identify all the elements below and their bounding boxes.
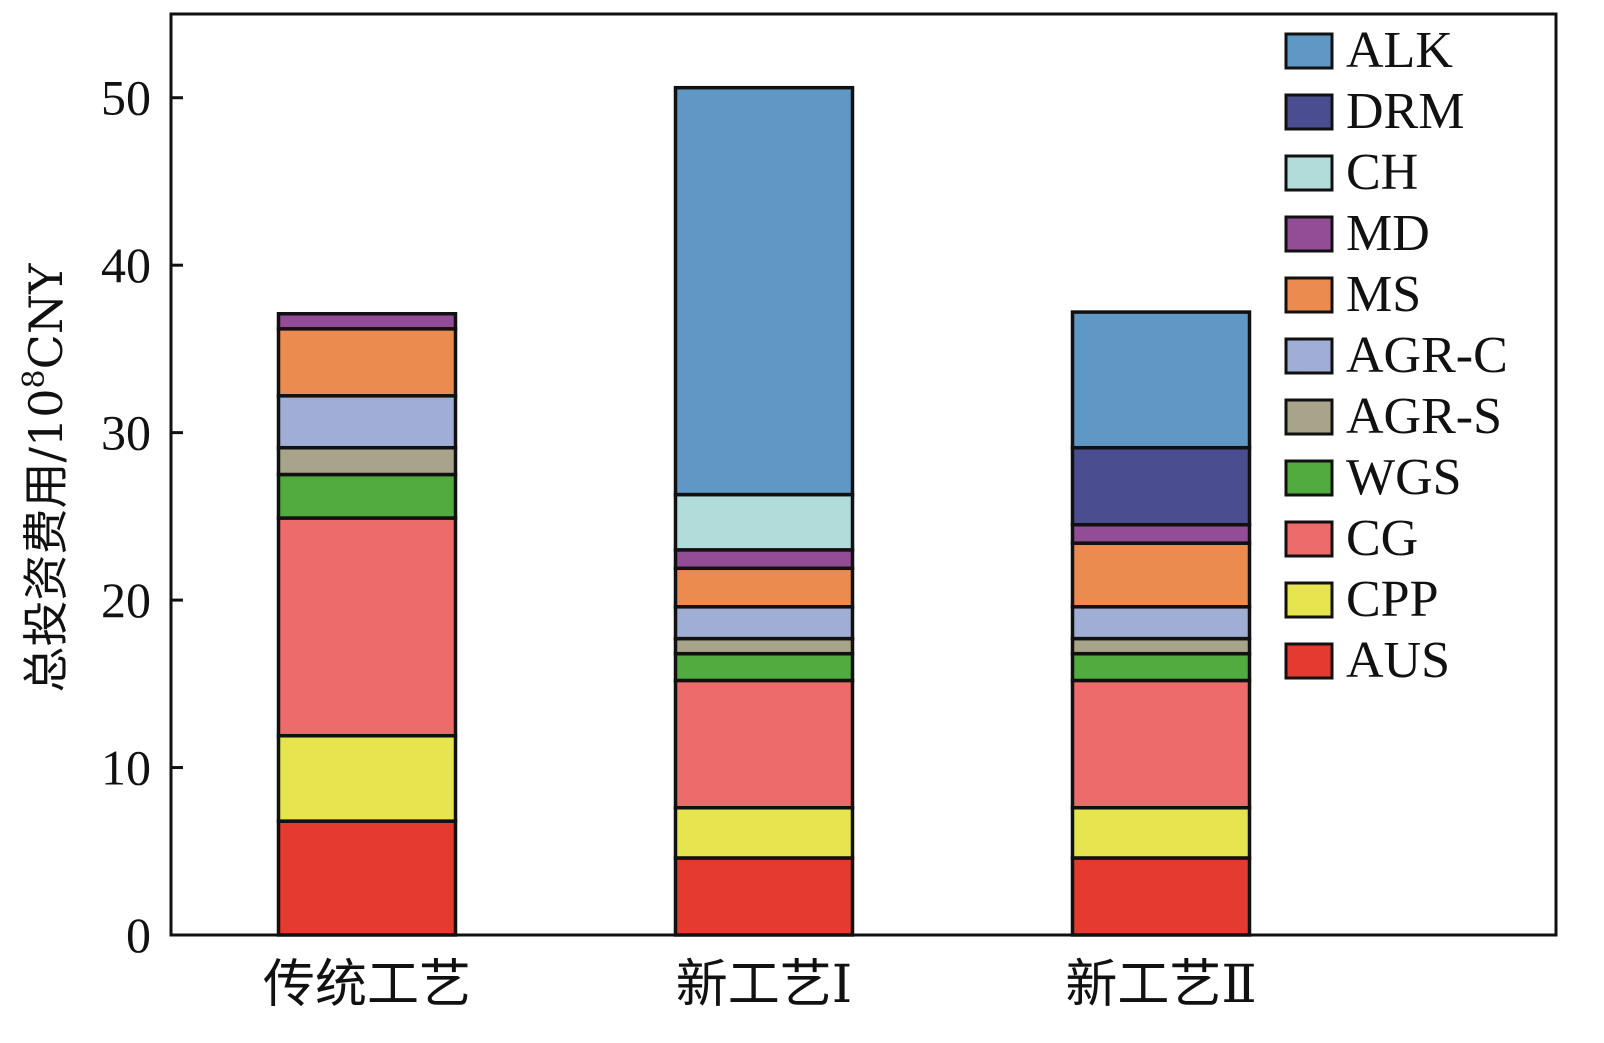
legend-swatch-agr-c <box>1284 337 1334 375</box>
bar-segment-alk-2 <box>673 85 855 497</box>
bar-segment-cg-2 <box>673 678 855 810</box>
bar-segment-aus-3 <box>1070 856 1252 937</box>
y-tick-label-30: 30 <box>101 405 151 461</box>
bar-segment-cpp-1 <box>276 733 458 823</box>
legend-swatch-cg <box>1284 520 1334 558</box>
legend-swatch-ch <box>1284 154 1334 192</box>
legend-label-wgs: WGS <box>1346 449 1462 506</box>
bar-segment-md-1 <box>276 311 458 331</box>
x-tick-label-1: 传统工艺 <box>263 955 471 1015</box>
bar-segment-cg-3 <box>1070 678 1252 810</box>
legend-label-cpp: CPP <box>1346 571 1439 628</box>
bar-segment-ms-2 <box>673 566 855 609</box>
x-tick-label-2: 新工艺Ⅰ <box>676 955 853 1015</box>
bar-segment-wgs-2 <box>673 651 855 683</box>
y-axis-label-main: 总投资费用/10 <box>19 388 73 692</box>
legend-swatch-md <box>1284 215 1334 253</box>
legend-swatch-wgs <box>1284 459 1334 497</box>
y-tick-label-40: 40 <box>101 237 151 293</box>
bar-segment-cpp-2 <box>673 805 855 860</box>
bars-layer <box>276 85 1252 937</box>
y-axis-label: 总投资费用/108CNY <box>17 263 73 693</box>
legend-label-ms: MS <box>1346 266 1421 323</box>
bar-segment-agr-s-3 <box>1070 636 1252 656</box>
bar-segment-ms-3 <box>1070 541 1252 609</box>
legend-swatch-cpp <box>1284 581 1334 619</box>
x-tick-label-3: 新工艺Ⅱ <box>1065 955 1256 1015</box>
legend-label-agr-c: AGR-C <box>1346 327 1508 384</box>
y-axis-label-unit: CNY <box>19 263 73 369</box>
legend-swatch-aus <box>1284 642 1334 680</box>
legend-label-drm: DRM <box>1346 83 1464 140</box>
bar-segment-wgs-1 <box>276 472 458 520</box>
bar-segment-ch-2 <box>673 492 855 552</box>
bar-segment-drm-3 <box>1070 445 1252 527</box>
legend-label-cg: CG <box>1346 510 1418 567</box>
plot-frame <box>169 12 1558 937</box>
bar-segment-md-3 <box>1070 522 1252 545</box>
bar-segment-cg-1 <box>276 516 458 738</box>
axes-layer: 0 10 20 30 40 50 传统工艺 新工艺Ⅰ 新工艺Ⅱ <box>101 12 1558 1015</box>
y-tick-label-20: 20 <box>101 572 151 628</box>
legend-swatch-alk <box>1284 32 1334 70</box>
legend-swatch-drm <box>1284 93 1334 131</box>
bar-segment-agr-s-1 <box>276 445 458 477</box>
bar-segment-aus-1 <box>276 819 458 937</box>
bar-segment-cpp-3 <box>1070 805 1252 860</box>
bar-segment-agr-c-3 <box>1070 605 1252 641</box>
legend-label-aus: AUS <box>1346 632 1450 689</box>
legend-label-agr-s: AGR-S <box>1346 388 1502 445</box>
legend-label-alk: ALK <box>1346 22 1453 79</box>
bar-segment-aus-2 <box>673 856 855 937</box>
y-axis-label-sup: 8 <box>17 369 52 388</box>
y-tick-label-50: 50 <box>101 70 151 126</box>
bar-segment-agr-s-2 <box>673 636 855 656</box>
bar-segment-md-2 <box>673 548 855 571</box>
bar-segment-agr-c-2 <box>673 605 855 641</box>
bar-segment-ms-1 <box>276 327 458 398</box>
bar-segment-agr-c-1 <box>276 394 458 450</box>
legend-swatch-ms <box>1284 276 1334 314</box>
legend-swatch-agr-s <box>1284 398 1334 436</box>
y-tick-label-10: 10 <box>101 740 151 796</box>
bar-segment-wgs-3 <box>1070 651 1252 683</box>
y-tick-label-0: 0 <box>126 907 151 963</box>
legend-label-ch: CH <box>1346 144 1418 201</box>
bar-segment-alk-3 <box>1070 310 1252 450</box>
legend-label-md: MD <box>1346 205 1430 262</box>
